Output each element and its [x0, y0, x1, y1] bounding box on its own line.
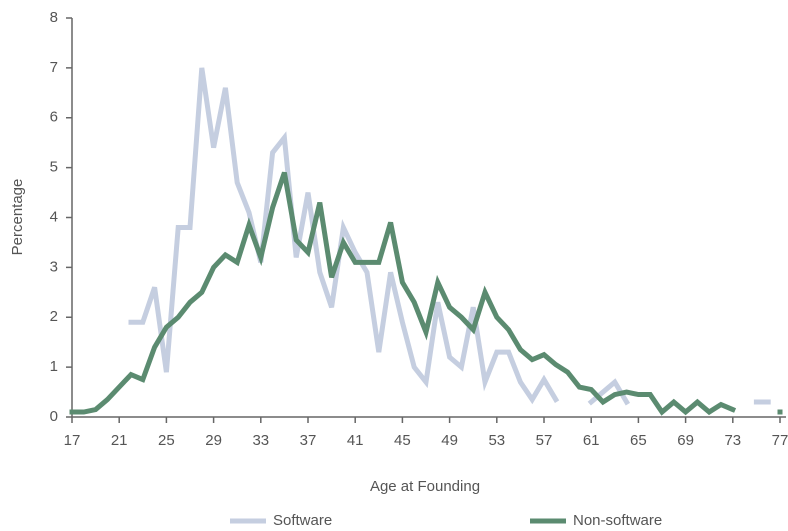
- y-tick-label: 1: [50, 358, 58, 375]
- x-tick-label: 37: [300, 432, 317, 449]
- x-tick-label: 69: [677, 432, 694, 449]
- line-series: [69, 171, 783, 416]
- line-series: [128, 67, 771, 406]
- y-tick-label: 6: [50, 109, 58, 126]
- x-tick-label: 21: [111, 432, 128, 449]
- x-tick-label: 29: [205, 432, 222, 449]
- x-tick-label: 77: [772, 432, 788, 449]
- y-tick-label: 7: [50, 59, 58, 76]
- x-tick-label: 65: [630, 432, 647, 449]
- y-tick-label: 0: [50, 408, 58, 425]
- x-tick-label: 57: [536, 432, 553, 449]
- x-tick-label: 61: [583, 432, 600, 449]
- y-tick-label: 4: [50, 208, 58, 225]
- x-tick-label: 53: [488, 432, 505, 449]
- x-tick-label: 73: [724, 432, 741, 449]
- y-axis-label: Percentage: [9, 179, 26, 256]
- x-tick-label: 25: [158, 432, 175, 449]
- x-tick-label: 17: [64, 432, 81, 449]
- x-tick-label: 41: [347, 432, 364, 449]
- x-tick-label: 33: [252, 432, 269, 449]
- x-axis-label: Age at Founding: [370, 478, 480, 495]
- y-tick-label: 8: [50, 9, 58, 26]
- x-tick-label: 45: [394, 432, 411, 449]
- y-tick-label: 2: [50, 308, 58, 325]
- legend-label: Non-software: [573, 512, 662, 529]
- y-tick-label: 3: [50, 258, 58, 275]
- legend-label: Software: [273, 512, 332, 529]
- x-tick-label: 49: [441, 432, 458, 449]
- y-tick-label: 5: [50, 159, 58, 176]
